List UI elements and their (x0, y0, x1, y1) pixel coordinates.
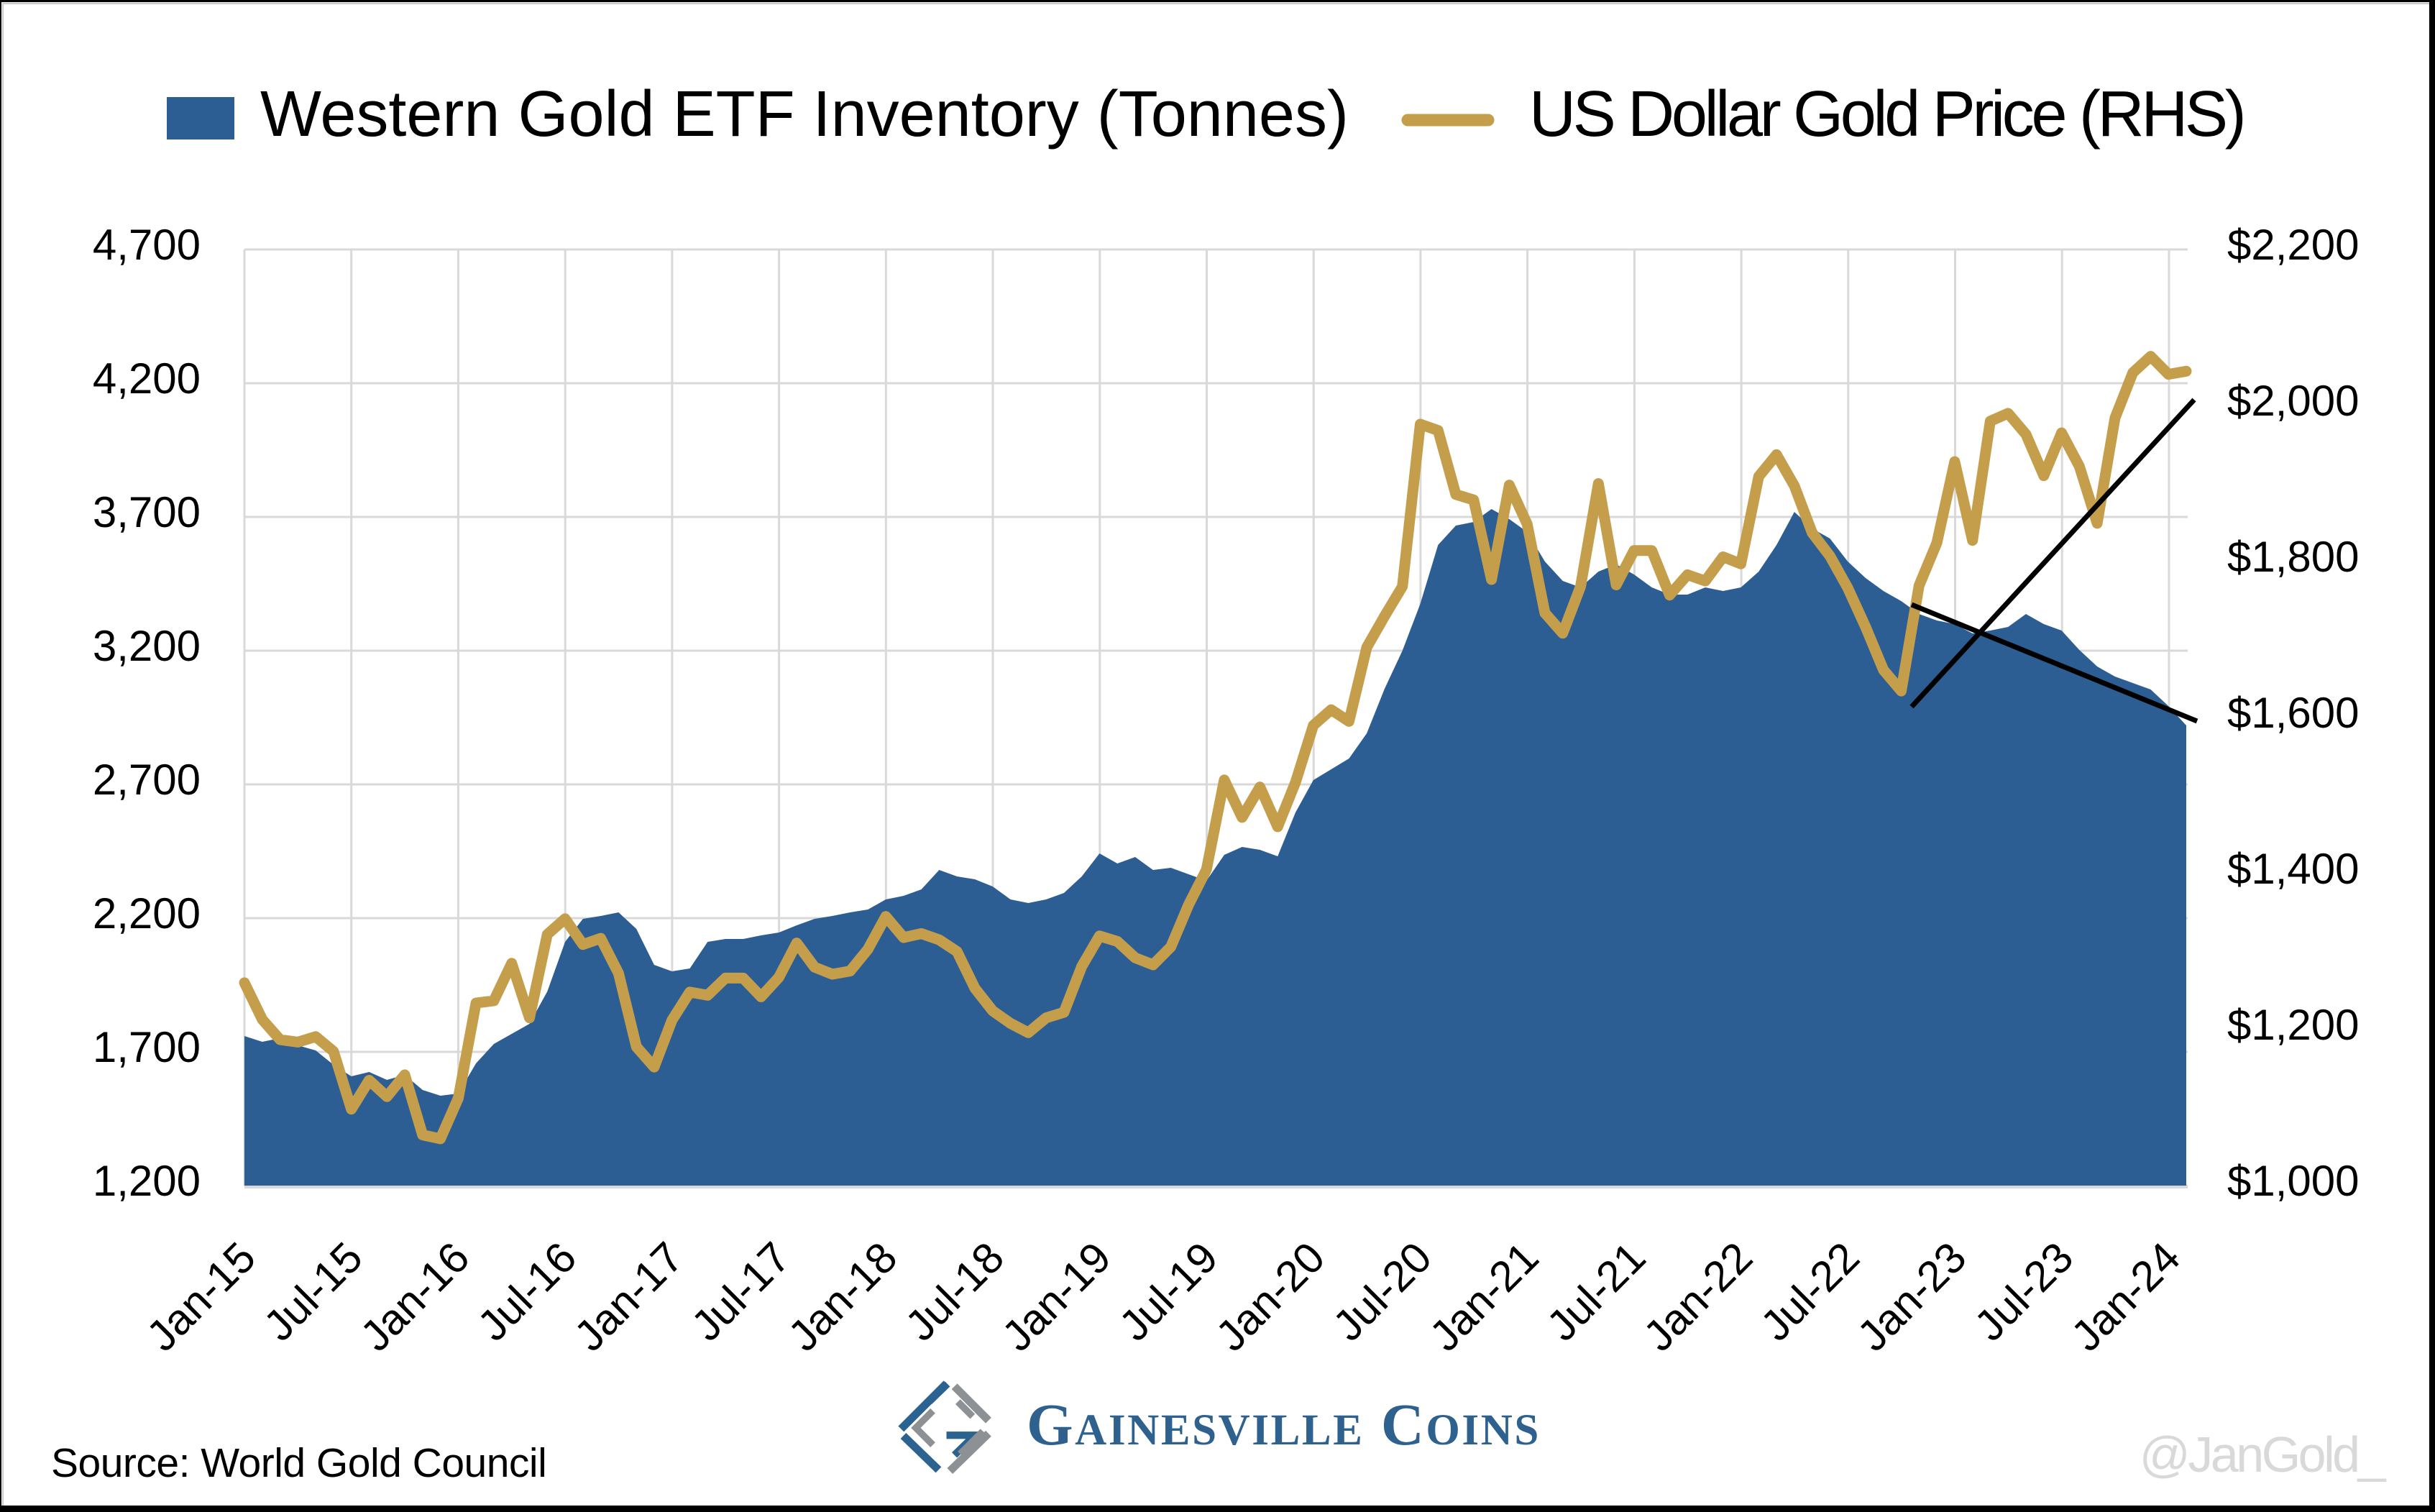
svg-text:4,700: 4,700 (93, 221, 201, 269)
svg-text:Western Gold ETF Inventory (To: Western Gold ETF Inventory (Tonnes) (260, 78, 1349, 150)
svg-text:$1,000: $1,000 (2227, 1157, 2360, 1205)
svg-text:1,200: 1,200 (93, 1157, 201, 1205)
svg-text:$1,600: $1,600 (2227, 689, 2360, 737)
svg-text:1,700: 1,700 (93, 1023, 201, 1071)
svg-text:$1,400: $1,400 (2227, 845, 2360, 893)
svg-text:$1,800: $1,800 (2227, 533, 2360, 581)
svg-text:2,700: 2,700 (93, 756, 201, 804)
svg-text:$1,200: $1,200 (2227, 1001, 2360, 1049)
svg-text:$2,200: $2,200 (2227, 221, 2360, 269)
svg-text:3,700: 3,700 (93, 488, 201, 536)
svg-text:4,200: 4,200 (93, 354, 201, 403)
svg-text:Source: World Gold Council: Source: World Gold Council (51, 1440, 546, 1486)
svg-text:@JanGold_: @JanGold_ (2140, 1426, 2387, 1483)
svg-text:3,200: 3,200 (93, 622, 201, 670)
svg-text:2,200: 2,200 (93, 889, 201, 938)
svg-text:$2,000: $2,000 (2227, 377, 2360, 425)
svg-text:US Dollar Gold Price (RHS): US Dollar Gold Price (RHS) (1529, 78, 2243, 150)
